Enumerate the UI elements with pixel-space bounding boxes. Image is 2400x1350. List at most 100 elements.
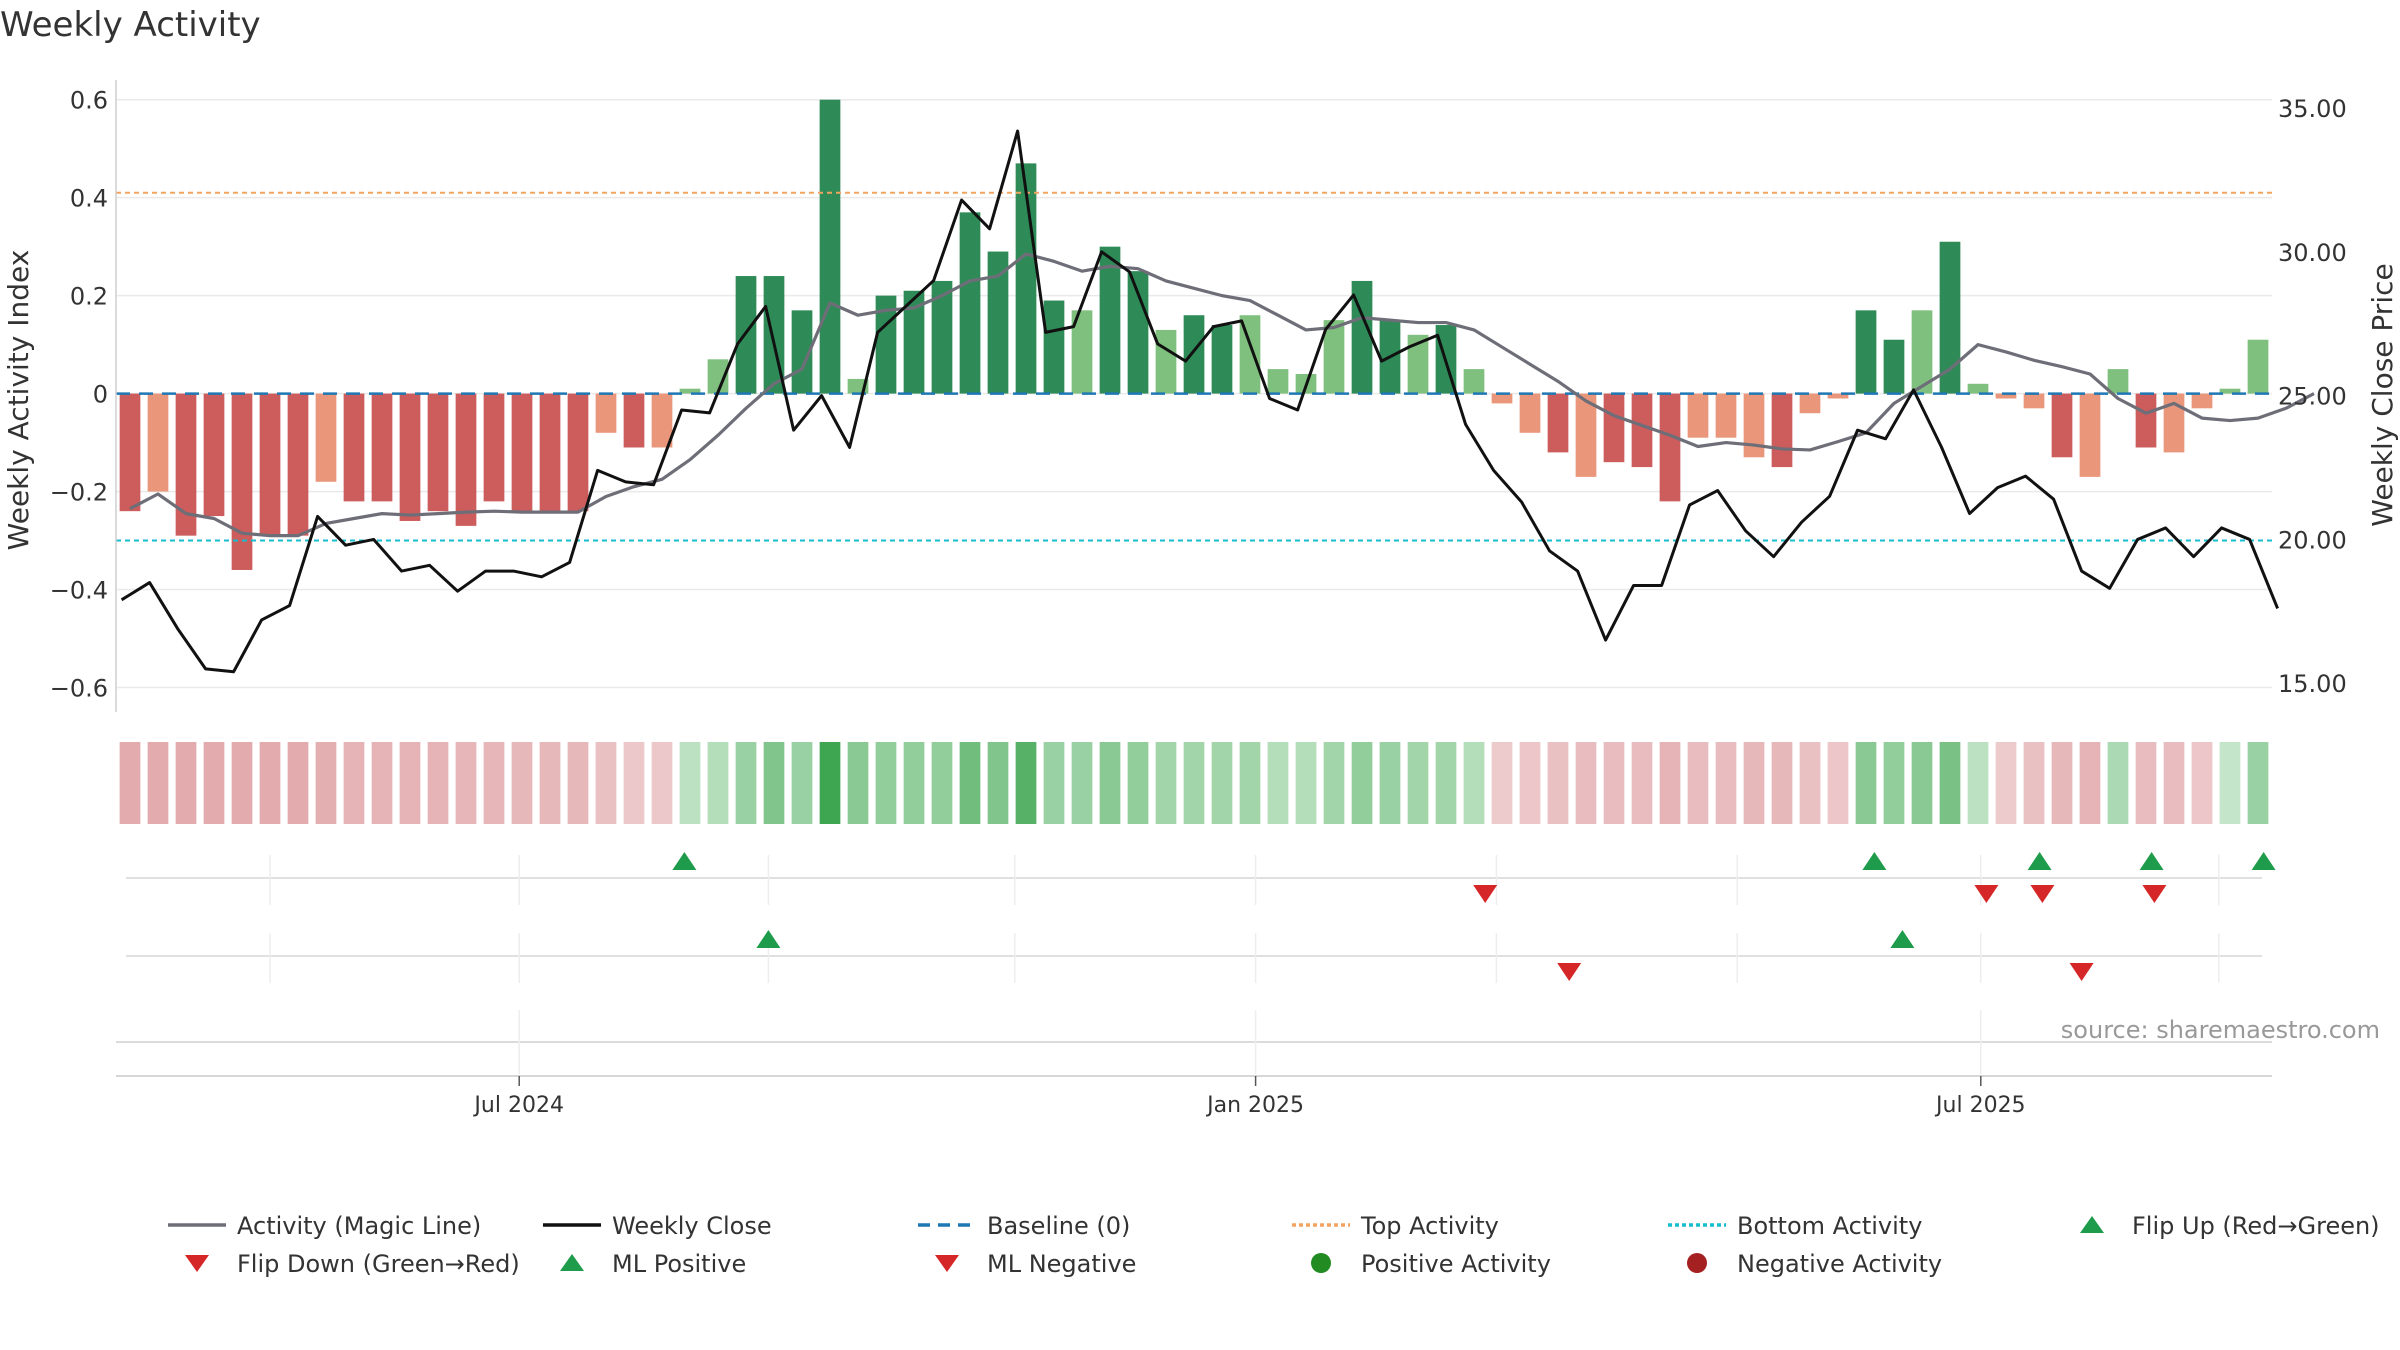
activity-bar [427,393,449,512]
heat-cell [1015,742,1037,824]
legend-label: Flip Up (Red→Green) [2132,1212,2380,1240]
legend-label: Activity (Magic Line) [237,1212,481,1240]
heat-cell [1491,742,1513,824]
heat-cell [1211,742,1233,824]
heat-cell [175,742,197,824]
activity-bar [1211,325,1233,394]
heat-cell [147,742,169,824]
heat-cell [567,742,589,824]
activity-bar [259,393,281,536]
activity-bar [231,393,253,570]
ml-negative-marker [2069,963,2094,981]
heat-cell [119,742,141,824]
chart-title: Weekly Activity [0,5,261,45]
activity-bar [679,388,701,394]
activity-bar [931,280,953,394]
flip-down-marker [2030,885,2055,903]
legend-label: Flip Down (Green→Red) [237,1250,520,1278]
activity-bar [1099,246,1121,394]
heat-cell [483,742,505,824]
y-axis-label: Weekly Activity Index [2,250,35,551]
heat-cell [875,742,897,824]
flip-up-marker [2027,852,2052,870]
heat-cell [1771,742,1793,824]
flip-markers-panel [116,852,2276,1074]
activity-bar [1351,280,1373,394]
heat-cell [1351,742,1373,824]
heat-cell [1967,742,1989,824]
x-tick-label: Jul 2024 [472,1093,564,1118]
heat-cell [1463,742,1485,824]
heat-cell [1939,742,1961,824]
activity-bar [2135,393,2157,448]
legend-swatch-dot [1687,1253,1707,1273]
activity-bar [903,290,925,394]
activity-bar [1267,369,1289,394]
legend-label: ML Negative [987,1250,1136,1278]
activity-bar [1995,393,2017,399]
activity-bar [1631,393,1653,468]
heat-cell [2023,742,2045,824]
heat-cell [2247,742,2269,824]
heat-cell [455,742,477,824]
heat-cell [1099,742,1121,824]
legend: Activity (Magic Line) Weekly Close Baselin… [168,1212,2380,1278]
magic-line [129,252,2315,538]
activity-bar [2247,339,2269,394]
activity-bar [539,393,561,512]
heat-cell [2051,742,2073,824]
heat-cell [1043,742,1065,824]
legend-label: Baseline (0) [987,1212,1130,1240]
heat-cell [2107,742,2129,824]
activity-bar [1043,300,1065,394]
activity-bars [119,99,2269,570]
y2-axis-label: Weekly Close Price [2366,263,2399,526]
y-tick-label: −0.2 [50,479,108,507]
ml-positive-marker [756,930,781,948]
heat-cell [1883,742,1905,824]
heat-cell [903,742,925,824]
legend-swatch-tri-up [560,1254,584,1271]
activity-bar [2219,388,2241,394]
series-lines [120,129,2315,674]
x-tick-label: Jul 2025 [1934,1093,2026,1118]
y2-tick-label: 25.00 [2278,383,2347,411]
heat-cell [1407,742,1429,824]
activity-bar [483,393,505,502]
y-tick-label: 0.4 [70,185,108,213]
heat-cell [679,742,701,824]
heat-cell [1071,742,1093,824]
legend-label: Top Activity [1360,1212,1499,1240]
heat-cell [1575,742,1597,824]
activity-bar [1575,393,1597,477]
heat-cell [1827,742,1849,824]
heat-cell [343,742,365,824]
activity-bar [1715,393,1737,438]
legend-label: Bottom Activity [1737,1212,1922,1240]
y-tick-label: −0.4 [50,577,108,605]
activity-bar [1183,315,1205,394]
activity-bar [1491,393,1513,404]
heat-cell [2219,742,2241,824]
heat-cell [1659,742,1681,824]
activity-bar [987,251,1009,394]
activity-bar [1967,383,1989,394]
flip-up-marker [2251,852,2276,870]
legend-label: Positive Activity [1361,1250,1551,1278]
activity-bar [175,393,197,536]
activity-bar [511,393,533,512]
flip-up-marker [2139,852,2164,870]
ml-negative-marker [1557,963,1582,981]
flip-down-marker [1473,885,1498,903]
activity-bar [1071,310,1093,394]
activity-bar [1407,334,1429,394]
heat-cell [1547,742,1569,824]
activity-bar [1743,393,1765,458]
activity-bar [567,393,589,512]
heat-cell [1519,742,1541,824]
legend-label: Weekly Close [612,1212,772,1240]
heat-cell [1239,742,1261,824]
legend-label: ML Positive [612,1250,746,1278]
y-tick-label: 0.6 [70,87,108,115]
activity-bar [2191,393,2213,409]
